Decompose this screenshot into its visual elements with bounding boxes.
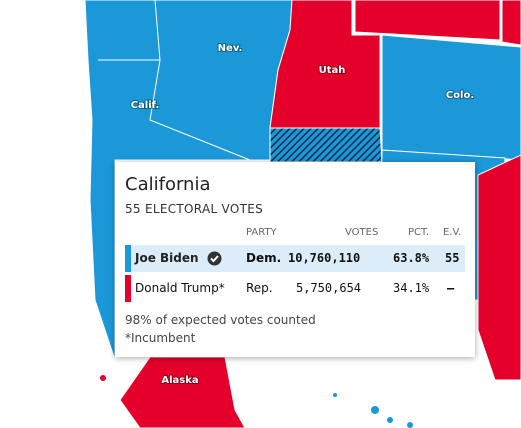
percent: 63.8% bbox=[393, 251, 430, 265]
column-header: VOTES bbox=[345, 227, 379, 238]
state-border bbox=[149, 59, 251, 161]
island bbox=[407, 422, 413, 428]
column-header: PCT. bbox=[408, 227, 430, 238]
island bbox=[333, 393, 337, 397]
result-row: Donald Trump* Rep. 5,750,654 34.1% – bbox=[125, 275, 465, 302]
tooltip-title: California bbox=[125, 174, 211, 195]
island bbox=[100, 375, 106, 381]
state-label: Colo. bbox=[446, 90, 474, 101]
votes: 10,760,110 bbox=[288, 251, 361, 265]
red-alaska bbox=[119, 356, 246, 428]
island bbox=[371, 406, 379, 414]
electoral-votes: 55 bbox=[445, 251, 460, 265]
red-north bbox=[354, 0, 501, 41]
note: *Incumbent bbox=[125, 331, 196, 345]
tooltip: California 55 ELECTORAL VOTES PARTY VOTE… bbox=[115, 162, 475, 357]
electoral-votes: – bbox=[447, 281, 455, 295]
column-header: PARTY bbox=[246, 227, 277, 238]
winner-check bbox=[207, 251, 222, 266]
state-label: Alaska bbox=[161, 375, 198, 386]
column-header: E.V. bbox=[443, 227, 462, 238]
blue-colorado bbox=[381, 34, 521, 161]
red-texas bbox=[477, 154, 521, 381]
tooltip-subtitle: 55 ELECTORAL VOTES bbox=[125, 202, 264, 216]
hatched-arizona bbox=[269, 127, 383, 163]
votes: 5,750,654 bbox=[296, 281, 362, 295]
party: Rep. bbox=[246, 281, 273, 295]
party: Dem. bbox=[246, 251, 282, 265]
state-label: Nev. bbox=[218, 43, 243, 54]
candidate: Donald Trump* bbox=[135, 281, 225, 295]
red-corner bbox=[501, 0, 521, 46]
note: 98% of expected votes counted bbox=[125, 313, 316, 327]
party-bar bbox=[125, 275, 131, 302]
candidate: Joe Biden bbox=[135, 251, 199, 265]
percent: 34.1% bbox=[393, 281, 430, 295]
island bbox=[387, 417, 393, 423]
party-bar bbox=[125, 245, 131, 272]
state-label: Utah bbox=[319, 65, 346, 76]
state-label: Calif. bbox=[131, 100, 160, 111]
result-row: Joe Biden Dem. 10,760,110 63.8% 55 bbox=[125, 245, 465, 272]
